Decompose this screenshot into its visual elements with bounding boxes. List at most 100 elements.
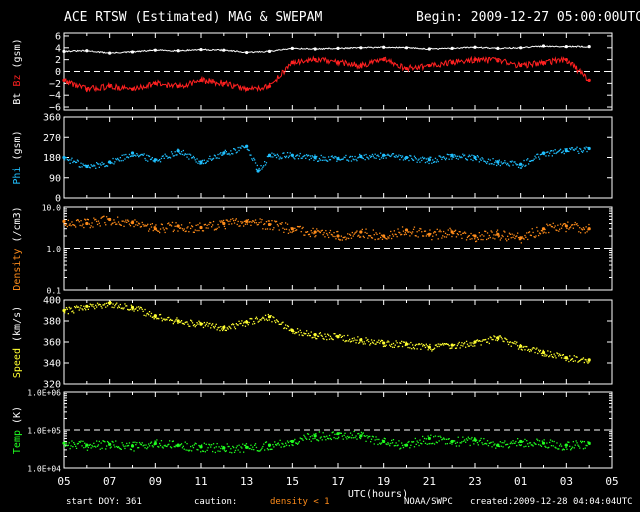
trace-dot xyxy=(502,340,504,342)
trace-dot xyxy=(572,441,574,443)
trace-dot xyxy=(418,229,420,232)
trace-dot xyxy=(310,157,312,159)
trace-dot xyxy=(100,305,102,308)
trace-dot xyxy=(469,342,471,344)
trace-dot xyxy=(266,155,269,158)
trace-dot xyxy=(530,444,532,446)
trace-dot xyxy=(524,438,526,441)
trace-dot xyxy=(521,441,523,443)
trace-dot xyxy=(155,316,157,319)
trace-dot xyxy=(378,238,380,240)
trace-dot xyxy=(143,225,145,227)
trace-dot xyxy=(129,225,132,227)
trace-dot xyxy=(109,301,111,303)
trace-dot xyxy=(314,236,316,238)
trace-dot xyxy=(507,235,509,237)
trace-dot xyxy=(455,157,458,159)
trace-dot xyxy=(404,232,406,234)
trace-dot xyxy=(163,318,165,320)
trace-dot xyxy=(231,324,233,326)
trace-dot xyxy=(141,153,143,156)
trace-dot xyxy=(126,156,128,158)
trace-dot xyxy=(296,229,298,231)
trace-dot xyxy=(259,450,261,452)
trace-dot xyxy=(264,223,266,225)
trace-dot xyxy=(575,356,577,358)
trace-dot xyxy=(454,347,457,349)
trace-dot xyxy=(398,345,400,347)
trace-dot xyxy=(556,352,558,354)
trace-dot xyxy=(528,442,531,444)
trace-dot xyxy=(536,153,538,156)
trace-dot xyxy=(131,155,133,157)
trace-dot xyxy=(470,158,472,161)
trace-dot xyxy=(258,222,260,224)
trace-dot xyxy=(527,349,529,351)
trace-dot xyxy=(496,337,498,339)
trace-dot xyxy=(412,344,414,346)
trace-dot xyxy=(117,446,120,448)
trace-dot xyxy=(198,229,200,232)
trace-dot xyxy=(106,445,108,447)
trace-dot xyxy=(507,341,509,343)
trace-dot xyxy=(417,159,419,161)
trace-dot xyxy=(174,320,176,322)
trace-dot xyxy=(454,442,457,444)
trace-dot xyxy=(579,447,581,449)
trace-dot xyxy=(303,155,305,157)
trace-dot xyxy=(144,447,146,449)
trace-dot xyxy=(93,306,95,308)
trace-dot xyxy=(355,435,357,437)
trace-dot xyxy=(256,164,258,167)
y-tick-label: 1.0E+06 xyxy=(27,389,61,398)
trace-dot xyxy=(239,322,241,325)
trace-dot xyxy=(368,435,370,438)
trace-dot xyxy=(281,222,283,224)
trace-dot xyxy=(505,162,507,164)
trace-dot xyxy=(568,150,570,153)
trace-dot xyxy=(317,230,319,232)
trace-dot xyxy=(285,222,287,224)
trace-dot xyxy=(214,155,216,157)
data-point-speed xyxy=(62,308,66,313)
trace-dot xyxy=(524,165,526,167)
trace-dot xyxy=(327,437,329,439)
trace-dot xyxy=(262,228,264,230)
trace-dot xyxy=(456,233,458,235)
trace-dot xyxy=(127,156,129,158)
trace-dot xyxy=(420,348,422,350)
trace-dot xyxy=(330,438,332,441)
trace-dot xyxy=(422,156,424,158)
trace-dot xyxy=(253,320,255,323)
trace-dot xyxy=(476,339,479,341)
trace-dot xyxy=(439,343,441,345)
trace-dot xyxy=(432,159,434,161)
trace-dot xyxy=(203,224,205,226)
trace-dot xyxy=(528,163,530,165)
trace-dot xyxy=(514,161,516,163)
trace-dot xyxy=(283,231,285,233)
trace-dot xyxy=(543,231,545,233)
trace-dot xyxy=(127,157,130,159)
y-axis-label-part: Bz xyxy=(12,75,23,93)
trace-dot xyxy=(390,442,392,445)
trace-dot xyxy=(242,324,244,327)
trace-dot xyxy=(480,437,482,440)
trace-dot xyxy=(297,442,300,444)
trace-dot xyxy=(249,447,251,450)
trace-dot xyxy=(495,160,497,162)
trace-dot xyxy=(99,304,101,306)
trace-dot xyxy=(551,155,553,157)
trace-dot xyxy=(245,219,248,221)
trace-dot xyxy=(359,338,362,340)
trace-dot xyxy=(438,440,440,442)
trace-dot xyxy=(502,446,504,448)
trace-dot xyxy=(279,323,281,325)
trace-dot xyxy=(585,359,587,361)
trace-dot xyxy=(271,220,273,222)
trace-dot xyxy=(543,439,545,441)
trace-dot xyxy=(399,158,401,161)
trace-dot xyxy=(342,158,344,160)
trace-dot xyxy=(318,157,321,160)
trace-dot xyxy=(433,231,436,233)
